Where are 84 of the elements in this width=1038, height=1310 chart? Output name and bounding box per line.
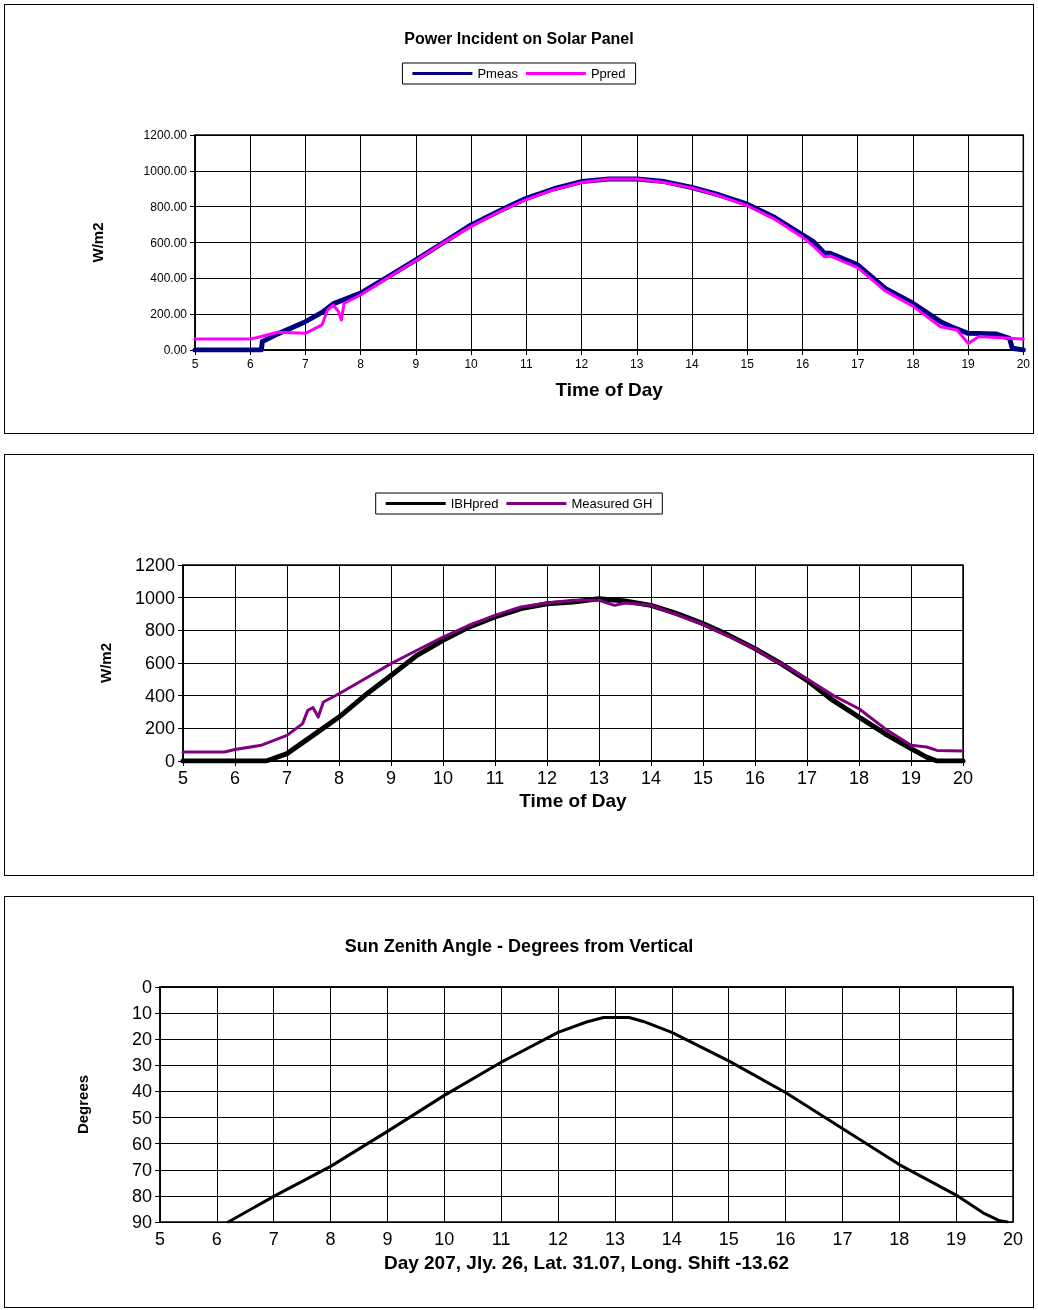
- y-tick-label: 400.00: [150, 271, 188, 286]
- x-tick-label: 20: [1002, 1229, 1024, 1249]
- x-tick-label: 8: [325, 1229, 336, 1249]
- x-tick-label: 10: [434, 1229, 455, 1249]
- y-axis-title: Degrees: [74, 1074, 91, 1135]
- x-tick-label: 14: [661, 1229, 682, 1249]
- x-tick-label: 9: [382, 1229, 393, 1249]
- y-tick-label: 1200.00: [143, 128, 188, 142]
- y-tick-label: 30: [131, 1055, 152, 1076]
- y-tick-label: 80: [131, 1185, 152, 1206]
- x-tick-label: 17: [796, 768, 818, 788]
- x-tick-label: 19: [900, 768, 922, 788]
- x-tick-label: 18: [848, 768, 870, 788]
- x-tick-label: 10: [432, 768, 454, 788]
- x-tick-label: 10: [464, 357, 479, 371]
- x-tick-label: 11: [491, 1229, 511, 1249]
- y-tick-label: 10: [131, 1003, 152, 1024]
- x-tick-label: 11: [520, 357, 533, 371]
- x-tick-label: 5: [191, 357, 199, 371]
- chart-title: Power Incident on Solar Panel: [404, 29, 634, 47]
- x-tick-label: 18: [889, 1229, 910, 1249]
- legend-label: Pmeas: [477, 66, 519, 81]
- x-tick-label: 9: [412, 357, 420, 371]
- x-tick-label: 12: [548, 1229, 569, 1249]
- x-tick-label: 18: [906, 357, 920, 371]
- legend-label: IBHpred: [450, 496, 499, 511]
- x-tick-label: 11: [485, 768, 505, 788]
- x-tick-label: 13: [630, 357, 644, 371]
- x-tick-label: 14: [640, 768, 662, 788]
- x-tick-label: 6: [246, 357, 254, 371]
- y-tick-label: 800.00: [150, 199, 188, 214]
- x-tick-label: 15: [740, 357, 755, 371]
- x-tick-label: 12: [536, 768, 558, 788]
- y-tick-label: 600.00: [150, 235, 188, 250]
- y-tick-label: 800: [144, 620, 175, 641]
- x-tick-label: 16: [795, 357, 810, 371]
- y-tick-label: 400: [144, 685, 175, 706]
- x-tick-label: 6: [211, 1229, 222, 1249]
- x-tick-label: 16: [744, 768, 766, 788]
- y-tick-label: 1200: [134, 555, 175, 575]
- x-axis-title: Day 207, Jly. 26, Lat. 31.07, Long. Shift -13.62: [383, 1251, 790, 1273]
- x-tick-label: 5: [154, 1229, 166, 1249]
- y-tick-label: 50: [131, 1107, 152, 1128]
- x-tick-label: 8: [357, 357, 365, 371]
- x-tick-label: 12: [574, 357, 589, 371]
- y-tick-label: 1000: [134, 587, 175, 608]
- x-tick-label: 7: [281, 768, 293, 788]
- y-tick-label: 40: [131, 1081, 152, 1102]
- x-tick-label: 14: [685, 357, 699, 371]
- x-tick-label: 20: [1016, 357, 1031, 371]
- x-tick-label: 19: [961, 357, 976, 371]
- x-tick-label: 17: [832, 1229, 853, 1249]
- y-tick-label: 90: [131, 1212, 152, 1232]
- x-axis-title: Time of Day: [555, 379, 664, 400]
- legend-label: Ppred: [590, 66, 626, 81]
- x-tick-label: 7: [268, 1229, 279, 1249]
- y-axis-title: W/m2: [97, 642, 114, 684]
- y-tick-label: 1000.00: [143, 163, 188, 178]
- y-tick-label: 200: [144, 718, 175, 739]
- y-tick-label: 0: [164, 751, 175, 771]
- x-axis-title: Time of Day: [519, 790, 628, 811]
- y-axis-title: W/m2: [89, 222, 106, 263]
- y-tick-label: 20: [131, 1029, 152, 1050]
- legend-label: Measured GH: [571, 496, 653, 511]
- x-tick-label: 8: [333, 768, 345, 788]
- x-tick-label: 13: [604, 1229, 625, 1249]
- y-tick-label: 600: [144, 653, 175, 673]
- x-tick-label: 15: [718, 1229, 739, 1249]
- x-tick-label: 19: [946, 1229, 967, 1249]
- y-tick-label: 60: [131, 1133, 152, 1154]
- x-tick-label: 16: [775, 1229, 796, 1249]
- x-tick-label: 13: [588, 768, 610, 788]
- y-tick-label: 0: [141, 977, 152, 997]
- x-tick-label: 9: [385, 768, 397, 788]
- chart-title: Sun Zenith Angle - Degrees from Vertical: [344, 936, 694, 956]
- x-tick-label: 15: [692, 768, 714, 788]
- y-tick-label: 200.00: [150, 307, 188, 322]
- x-tick-label: 17: [850, 357, 865, 371]
- x-tick-label: 5: [177, 768, 189, 788]
- x-tick-label: 7: [302, 357, 310, 371]
- y-tick-label: 70: [131, 1159, 152, 1180]
- x-tick-label: 20: [952, 768, 974, 788]
- y-tick-label: 0.00: [163, 343, 188, 357]
- x-tick-label: 6: [229, 768, 241, 788]
